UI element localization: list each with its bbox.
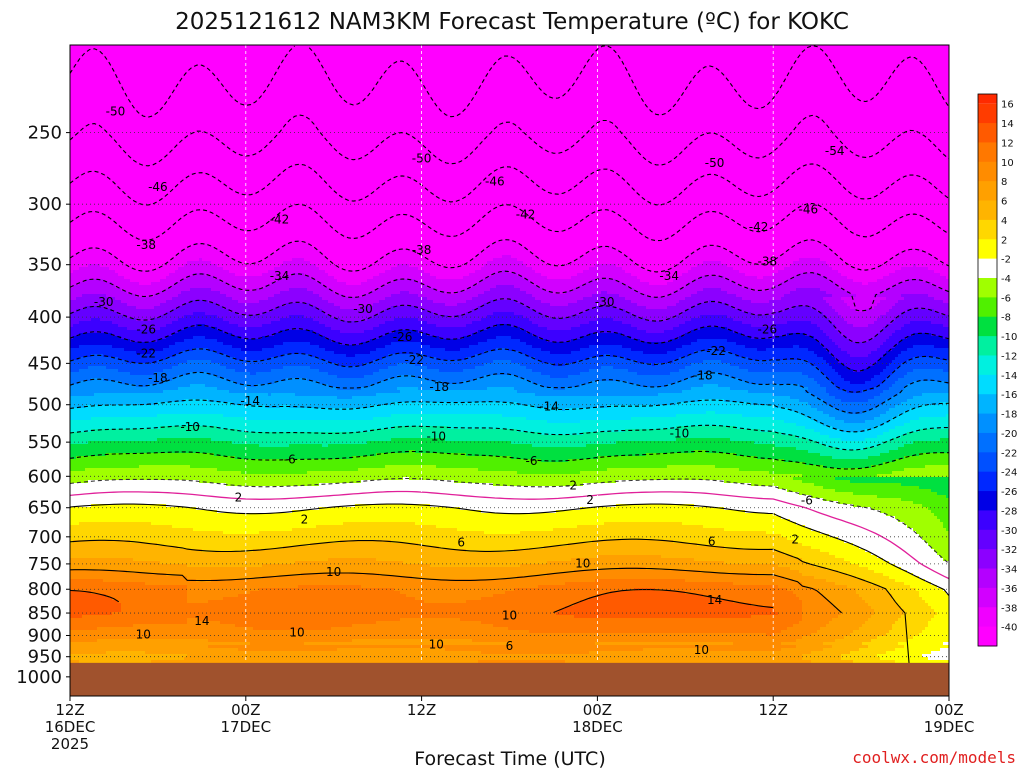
chart-title: 2025121612 NAM3KM Forecast Temperature (… xyxy=(175,9,849,35)
temperature-shading xyxy=(70,45,950,697)
temperature-cross-section-chart: 2025121612 NAM3KM Forecast Temperature (… xyxy=(0,0,1024,768)
